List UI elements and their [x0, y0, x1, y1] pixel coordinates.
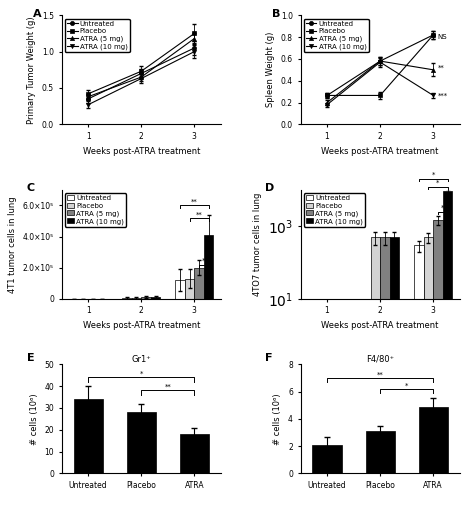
Title: Gr1⁺: Gr1⁺: [131, 355, 151, 363]
Text: *: *: [405, 382, 409, 388]
Bar: [424, 237, 433, 509]
Y-axis label: # cells (10⁶): # cells (10⁶): [273, 393, 283, 445]
Text: *: *: [431, 172, 435, 178]
Title: F4/80⁺: F4/80⁺: [366, 355, 394, 363]
Legend: Untreated, Placebo, ATRA (5 mg), ATRA (10 mg): Untreated, Placebo, ATRA (5 mg), ATRA (1…: [304, 193, 365, 227]
Text: **: **: [377, 372, 383, 377]
Bar: [194, 268, 204, 299]
Text: **: **: [196, 211, 202, 217]
Bar: [141, 297, 151, 299]
Y-axis label: Primary Tumor Weight (g): Primary Tumor Weight (g): [27, 16, 36, 124]
Bar: [365, 431, 395, 473]
Bar: [390, 237, 399, 509]
Bar: [419, 407, 448, 473]
Text: D: D: [265, 183, 275, 193]
Text: E: E: [27, 353, 34, 363]
Legend: Untreated, Placebo, ATRA (5 mg), ATRA (10 mg): Untreated, Placebo, ATRA (5 mg), ATRA (1…: [304, 19, 368, 52]
Bar: [371, 237, 380, 509]
Legend: Untreated, Placebo, ATRA (5 mg), ATRA (10 mg): Untreated, Placebo, ATRA (5 mg), ATRA (1…: [65, 193, 126, 227]
Text: B: B: [272, 9, 280, 19]
Bar: [127, 412, 156, 473]
Y-axis label: 4TO7 tumor cells in lung: 4TO7 tumor cells in lung: [253, 192, 262, 296]
Bar: [433, 220, 443, 509]
Bar: [380, 237, 390, 509]
Text: *: *: [437, 180, 440, 186]
Text: **: **: [164, 384, 171, 390]
Bar: [414, 245, 424, 509]
Bar: [185, 278, 194, 299]
Bar: [180, 434, 209, 473]
Text: F: F: [265, 353, 273, 363]
Bar: [151, 297, 160, 299]
Text: *: *: [441, 205, 445, 211]
X-axis label: Weeks post-ATRA treatment: Weeks post-ATRA treatment: [82, 147, 200, 156]
Text: **: **: [438, 65, 444, 71]
Y-axis label: 4T1 tumor cells in lung: 4T1 tumor cells in lung: [8, 196, 17, 293]
Text: A: A: [33, 9, 42, 19]
Text: NS: NS: [438, 34, 447, 40]
X-axis label: Weeks post-ATRA treatment: Weeks post-ATRA treatment: [82, 321, 200, 330]
Text: C: C: [27, 183, 35, 193]
Text: ***: ***: [438, 93, 447, 98]
Bar: [73, 399, 103, 473]
Bar: [443, 191, 452, 509]
X-axis label: Weeks post-ATRA treatment: Weeks post-ATRA treatment: [321, 147, 439, 156]
Text: *: *: [139, 371, 143, 377]
Bar: [122, 298, 132, 299]
Y-axis label: Spleen Weight (g): Spleen Weight (g): [266, 32, 275, 107]
Y-axis label: # cells (10⁶): # cells (10⁶): [30, 393, 39, 445]
Bar: [312, 445, 342, 473]
Text: *: *: [202, 258, 206, 264]
Bar: [175, 280, 185, 299]
Bar: [132, 298, 141, 299]
Bar: [204, 235, 213, 299]
Legend: Untreated, Placebo, ATRA (5 mg), ATRA (10 mg): Untreated, Placebo, ATRA (5 mg), ATRA (1…: [65, 19, 129, 52]
Text: **: **: [191, 199, 198, 205]
X-axis label: Weeks post-ATRA treatment: Weeks post-ATRA treatment: [321, 321, 439, 330]
